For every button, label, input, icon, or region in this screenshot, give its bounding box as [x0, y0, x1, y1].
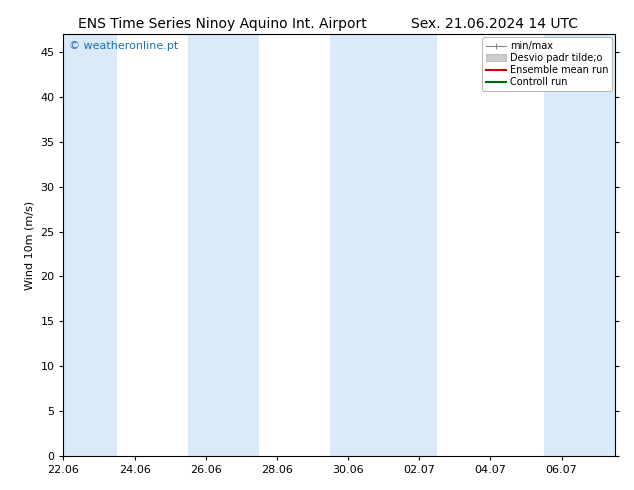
- Bar: [188, 34, 259, 456]
- Text: © weatheronline.pt: © weatheronline.pt: [69, 41, 178, 50]
- Bar: [63, 34, 117, 456]
- Bar: [330, 34, 437, 456]
- Text: Sex. 21.06.2024 14 UTC: Sex. 21.06.2024 14 UTC: [411, 17, 578, 31]
- Y-axis label: Wind 10m (m/s): Wind 10m (m/s): [25, 200, 35, 290]
- Legend: min/max, Desvio padr tilde;o, Ensemble mean run, Controll run: min/max, Desvio padr tilde;o, Ensemble m…: [482, 37, 612, 91]
- Text: ENS Time Series Ninoy Aquino Int. Airport: ENS Time Series Ninoy Aquino Int. Airpor…: [77, 17, 366, 31]
- Bar: [544, 34, 615, 456]
